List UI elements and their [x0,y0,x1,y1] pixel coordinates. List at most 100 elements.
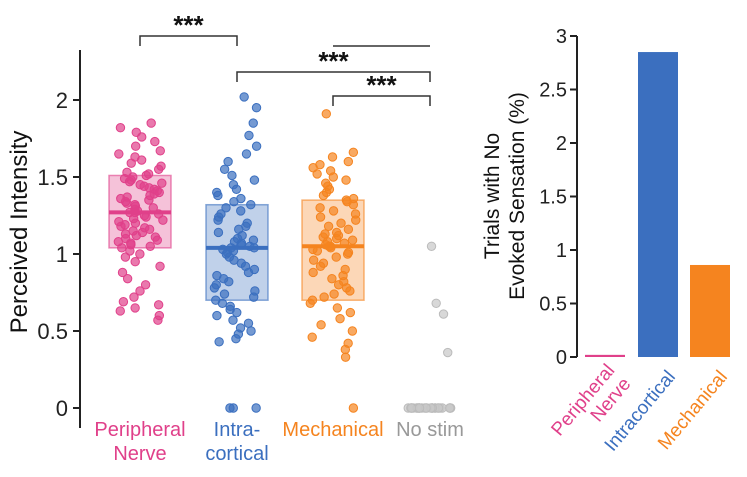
y-axis-label: Perceived Intensity [6,131,33,334]
data-point [130,152,140,162]
data-point [329,289,339,299]
data-point [414,403,425,413]
category-label: Nerve [113,443,166,465]
data-point [122,167,132,178]
data-point [327,152,338,162]
y-tick-label: 3 [556,26,567,48]
data-point [251,403,261,413]
data-point [320,229,330,239]
y-tick-label: 1.5 [539,187,567,209]
y-tick-label: 1 [56,242,68,267]
y-tick-label: 2 [56,88,68,113]
data-point [122,192,132,202]
data-point [153,300,164,310]
data-point [157,178,167,188]
data-point [213,227,224,238]
data-point [212,310,222,321]
data-point [249,175,260,185]
data-point [319,292,329,302]
data-point [216,209,226,219]
data-point [228,180,239,190]
data-point [150,232,161,242]
data-point [347,326,358,336]
data-point [139,210,150,221]
y-axis-label: Trials with No [481,133,504,259]
data-point [219,164,230,175]
data-point [241,149,252,159]
data-point [131,127,141,138]
data-point [212,270,222,281]
data-point [114,216,124,227]
significance-bracket [236,71,431,82]
data-point [343,338,353,349]
y-axis-label: Evoked Sensation (%) [506,92,529,300]
data-point [219,289,230,299]
data-point [331,227,342,238]
data-point [243,318,254,328]
significance-bracket [139,35,238,46]
data-point [236,206,246,216]
category-label: No stim [396,419,464,441]
data-point [445,403,455,413]
bar [585,354,625,357]
data-point [250,286,260,296]
data-point [248,235,259,245]
data-point [225,301,235,312]
data-point [343,224,354,235]
significance-label: *** [173,10,204,40]
data-point [318,258,329,268]
data-point [443,347,453,358]
y-tick-label: 2.5 [539,80,567,102]
data-point [308,255,319,265]
data-point [340,264,350,275]
data-point [122,273,133,284]
data-point [135,249,145,259]
data-point [315,212,326,222]
data-point [218,244,228,255]
data-point [315,203,325,213]
data-point [307,295,318,305]
data-point [347,235,358,245]
significance-label: *** [366,70,397,100]
data-point [120,252,131,262]
data-point [117,267,128,278]
y-tick-label: 2 [556,133,567,155]
data-point [350,209,361,219]
y-tick-label: 0 [56,396,68,421]
data-point [155,261,165,272]
category-label: Peripheral [94,419,185,441]
data-point [154,310,165,321]
data-point [341,175,351,185]
data-point [308,267,318,278]
y-tick-label: 0 [556,347,567,369]
data-point [246,326,256,336]
data-point [128,226,138,236]
category-label: Intra- [214,419,261,441]
data-point [239,92,249,102]
data-point [146,118,156,128]
data-point [339,238,350,248]
data-point [211,280,221,290]
data-point [114,149,124,159]
data-point [336,218,346,228]
data-point [135,286,145,296]
bar [690,264,730,357]
data-point [345,307,356,318]
data-point [328,206,339,216]
data-point [331,252,341,262]
data-point [249,264,260,275]
data-point [150,136,160,147]
data-point [348,403,359,413]
data-point [153,209,164,219]
data-point [327,273,337,284]
data-point [130,141,141,151]
no-sensation-bar-chart: 0 0.5 1 1.5 2 2.5 3 Trials with No Evoked Sensat… [481,26,732,456]
data-point [343,156,354,167]
data-point [315,159,325,170]
data-point [308,244,318,255]
y-tick-label: 0.5 [37,319,68,344]
bar [638,52,678,358]
data-point [140,280,151,290]
data-point [246,200,256,210]
